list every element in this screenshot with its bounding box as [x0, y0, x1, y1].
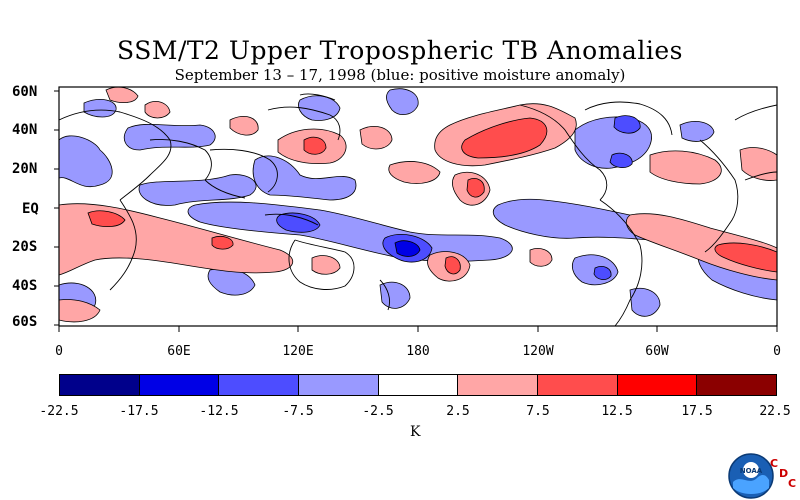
- colorbar-swatch: [139, 375, 220, 395]
- lat-label-20n: 20N: [12, 161, 38, 177]
- anomaly-fields: [59, 87, 777, 323]
- colorbar: [59, 374, 777, 396]
- colorbar-label: 22.5: [759, 404, 791, 419]
- colorbar-swatch: [60, 375, 140, 395]
- lon-label-60e: 60E: [167, 344, 191, 359]
- lon-label-0: 0: [55, 344, 63, 359]
- lon-label-120w: 120W: [522, 344, 554, 359]
- lat-label-40n: 40N: [12, 122, 38, 138]
- lat-label-60s: 60S: [12, 314, 38, 330]
- cdc-letter-d: D: [779, 467, 789, 480]
- colorbar-swatch: [617, 375, 698, 395]
- lat-label-eq: EQ: [22, 201, 39, 217]
- lat-label-60n: 60N: [12, 84, 38, 100]
- colorbar-label: -7.5: [282, 404, 314, 419]
- lat-label-20s: 20S: [12, 239, 38, 255]
- colorbar-label: 17.5: [681, 404, 713, 419]
- lon-label-180: 180: [406, 344, 430, 359]
- colorbar-unit: K: [410, 424, 421, 440]
- colorbar-label: 7.5: [526, 404, 550, 419]
- cdc-letter-c2: C: [788, 477, 797, 490]
- noaa-logo-text: NOAA: [740, 467, 763, 475]
- lon-label-0-east: 0: [773, 344, 781, 359]
- cdc-letter-c: C: [770, 457, 779, 470]
- coastlines: [59, 93, 777, 326]
- colorbar-swatch: [458, 375, 539, 395]
- colorbar-swatch: [378, 375, 459, 395]
- lon-label-60w: 60W: [645, 344, 669, 359]
- colorbar-swatch: [538, 375, 618, 395]
- map-title: SSM/T2 Upper Tropospheric TB Anomalies: [117, 36, 683, 65]
- colorbar-label: -2.5: [362, 404, 394, 419]
- colorbar-swatch: [299, 375, 379, 395]
- map-subtitle: September 13 – 17, 1998 (blue: positive …: [174, 66, 626, 84]
- colorbar-label: -12.5: [199, 404, 239, 419]
- lat-label-40s: 40S: [12, 278, 38, 294]
- noaa-logo-icon: NOAA: [728, 453, 774, 499]
- colorbar-swatch: [219, 375, 300, 395]
- colorbar-swatch: [697, 375, 777, 395]
- colorbar-label: -17.5: [119, 404, 159, 419]
- colorbar-label: -22.5: [39, 404, 79, 419]
- colorbar-label: 2.5: [446, 404, 470, 419]
- lon-label-120e: 120E: [282, 344, 314, 359]
- colorbar-label: 12.5: [601, 404, 633, 419]
